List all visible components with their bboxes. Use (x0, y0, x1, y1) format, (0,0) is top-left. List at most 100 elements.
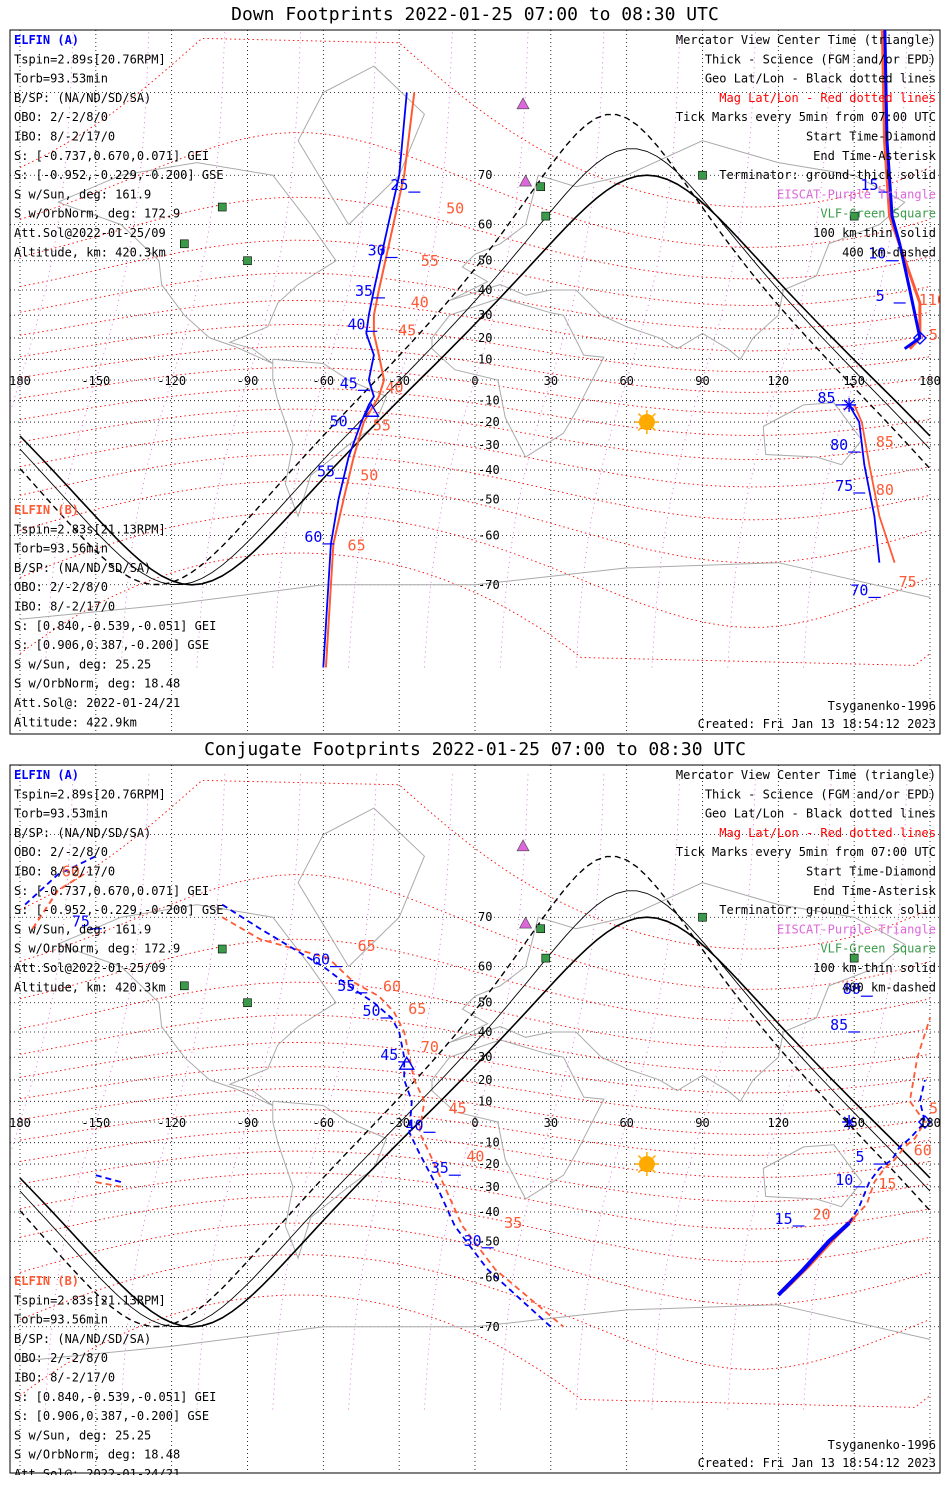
coastline (297, 807, 425, 967)
elfin-a-tick-label: 85 (830, 1016, 848, 1034)
terminator-400km (19, 113, 931, 586)
legend-line: VLF-Green Square (820, 207, 936, 221)
elfin-a-info-line: Tspin=2.89s[20.76RPM] (14, 52, 166, 66)
mag-meridian (272, 774, 377, 1410)
coastline (57, 162, 337, 364)
elfin-a-track (883, 30, 922, 350)
elfin-a-tick-label: 15 (861, 176, 879, 194)
lat-label: 40 (478, 1025, 492, 1039)
lat-label: 20 (478, 1073, 492, 1087)
lon-label: -150 (81, 1116, 110, 1130)
legend-line: Mercator View Center Time (triangle) (676, 33, 936, 47)
elfin-b-tick-label: 80 (876, 481, 894, 499)
elfin-b-title: ELFIN (B) (14, 1274, 79, 1288)
mag-parallel (19, 37, 931, 208)
lat-label: -30 (478, 1180, 500, 1194)
mag-meridian (499, 774, 605, 1410)
lon-label: 120 (767, 374, 789, 388)
mag-parallel (19, 1014, 931, 1072)
legend-line: End Time-Asterisk (813, 884, 937, 898)
terminator-100km (19, 148, 931, 585)
vlf-square-icon (217, 944, 227, 954)
elfin-b-tick-label: 35 (504, 1214, 522, 1232)
lon-label: 60 (619, 1116, 633, 1130)
sun-ray (637, 413, 642, 417)
eiscat-triangle-icon (519, 174, 533, 187)
elfin-a-tick-label: 75 (72, 913, 90, 931)
elfin-a-tick-label: 50 (363, 1002, 381, 1020)
sun-ray (637, 1155, 642, 1159)
elfin-a-tick-label: 75 (835, 477, 853, 495)
elfin-a-info-line: S: [-0.737,0.670,0.071] GEI (14, 884, 209, 898)
lat-label: -60 (478, 1270, 500, 1284)
lat-label: -40 (478, 1205, 500, 1219)
mag-parallel (19, 346, 931, 393)
sun-ray (652, 1155, 656, 1159)
lon-label: 90 (695, 1116, 709, 1130)
legend-line: EISCAT-Purple Triangle (777, 187, 936, 201)
legend-line: Start Time-Diamond (806, 130, 936, 144)
start-diamond-icon (917, 1115, 932, 1129)
elfin-b-info-line: IBO: 8/-2/17/0 (14, 600, 115, 614)
sun-ray (637, 427, 642, 432)
legend-line: Mag Lat/Lon - Red dotted lines (719, 91, 936, 105)
legend-line: Tick Marks every 5min from 07:00 UTC (676, 110, 936, 124)
elfin-b-tick-label: 55 (373, 417, 391, 435)
legend-line: VLF-Green Square (820, 942, 936, 956)
mag-parallel (19, 454, 931, 521)
elfin-b-tick-label: 5 (929, 326, 938, 344)
coastline (449, 882, 906, 1103)
elfin-a-track (848, 404, 881, 563)
elfin-a-info-line: Att.Sol@2022-01-25/09 (14, 226, 166, 240)
elfin-a-tick-label: 60 (304, 528, 322, 546)
lat-label: 30 (478, 1050, 492, 1064)
elfin-b-info-line: S w/OrbNorm, deg: 18.48 (14, 1448, 180, 1462)
elfin-b-tick-label: 20 (813, 1205, 831, 1223)
lat-label: -20 (478, 1157, 500, 1171)
lat-label: 10 (478, 1094, 492, 1108)
sun-icon (638, 414, 655, 431)
mag-meridian (499, 32, 605, 668)
elfin-b-info-line: S w/Sun, deg: 25.25 (14, 657, 151, 671)
legend-line: Mag Lat/Lon - Red dotted lines (719, 826, 936, 840)
elfin-a-tick-label: 30 (368, 242, 386, 260)
elfin-a-info-line: S: [-0.952,-0.229,-0.200] GSE (14, 168, 224, 182)
terminator-ground (19, 916, 931, 1328)
elfin-b-tick-label: 45 (449, 1100, 467, 1118)
elfin-b-tick-label: 40 (411, 293, 429, 311)
elfin-a-track (24, 855, 97, 906)
lat-label: 10 (478, 352, 492, 366)
elfin-b-info-line: Tspin=2.83s[21.13RPM] (14, 522, 166, 536)
lat-label: -40 (478, 463, 500, 477)
mag-parallel (19, 938, 931, 1022)
elfin-b-info-line: S: [0.840,-0.539,-0.051] GEI (14, 619, 216, 633)
mag-parallel (19, 1196, 931, 1263)
elfin-b-info-line: S: [0.840,-0.539,-0.051] GEI (14, 1390, 216, 1404)
elfin-a-tick-label: 5 (876, 287, 885, 305)
mag-parallel (19, 1042, 931, 1094)
lat-label: -70 (478, 1320, 500, 1334)
elfin-a-tick-label: 25 (390, 176, 408, 194)
mag-meridian (44, 774, 150, 1410)
coastline (272, 358, 388, 518)
lat-label: 70 (478, 168, 492, 182)
mag-meridian (348, 774, 453, 1410)
vlf-square-icon (849, 953, 859, 963)
elfin-a-tick-label: 10 (835, 1171, 853, 1189)
elfin-b-info-line: Altitude: 422.9km (14, 715, 137, 729)
lon-label: 180 (919, 374, 941, 388)
elfin-b-info-line: Torb=93.56min (14, 1313, 108, 1327)
elfin-b-tick-label: 75 (899, 573, 917, 591)
terminator-ground (19, 174, 931, 586)
lon-label: -30 (388, 374, 410, 388)
elfin-a-tick-label: 35 (355, 282, 373, 300)
created-timestamp: Created: Fri Jan 13 18:54:12 2023 (698, 717, 936, 731)
mag-meridian (803, 32, 908, 668)
elfin-a-tick-label: 70 (850, 581, 868, 599)
elfin-b-tick-label: 5 (929, 1100, 938, 1118)
elfin-a-info-line: S w/OrbNorm, deg: 172.9 (14, 207, 180, 221)
elfin-b-tick-label: 65 (348, 536, 366, 554)
vlf-square-icon (698, 912, 707, 922)
elfin-a-track (848, 1079, 926, 1224)
lon-label: 30 (544, 374, 558, 388)
